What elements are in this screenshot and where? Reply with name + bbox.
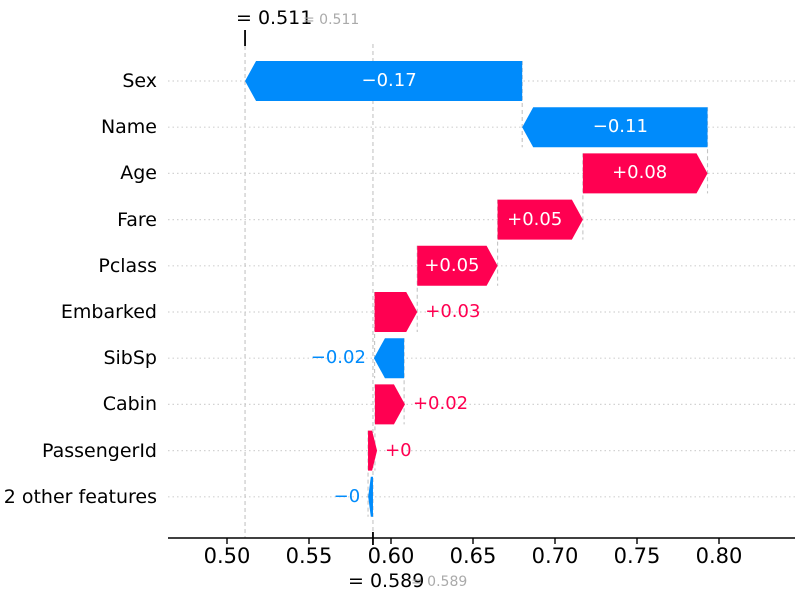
bar-value-age: +0.08 — [612, 162, 668, 184]
x-tick-label-0-75: 0.75 — [613, 544, 661, 568]
feature-label-cabin: Cabin — [102, 393, 157, 416]
base-value-label-gray: = 0.589 — [411, 574, 468, 590]
bar-sibsp — [373, 338, 405, 379]
x-tick-label-0-80: 0.80 — [695, 544, 743, 568]
bar-sex — [245, 61, 523, 101]
feature-label-sibsp: SibSp — [103, 347, 157, 370]
fx-value-label: = 0.511 — [236, 7, 313, 29]
feature-label-passengerid: PassengerId — [41, 439, 157, 462]
bar-pclass — [417, 245, 498, 286]
bar-value-2-other-features: −0 — [333, 485, 361, 507]
bar-value-pclass: +0.05 — [424, 254, 480, 276]
bar-value-sex: −0.17 — [361, 70, 417, 91]
feature-label-name: Name — [100, 116, 157, 139]
x-tick-label-0-50: 0.50 — [203, 544, 251, 568]
bar-2-other-features — [368, 476, 373, 517]
feature-label-fare: Fare — [117, 208, 157, 231]
bar-value-cabin: +0.02 — [412, 393, 469, 415]
bar-value-name: −0.11 — [592, 116, 648, 138]
feature-label-2-other-features: 2 other features — [3, 485, 157, 508]
bar-embarked — [374, 292, 418, 332]
bar-value-sibsp: −0.02 — [310, 347, 366, 369]
x-tick-label-0-70: 0.70 — [531, 544, 579, 568]
bar-value-embarked: +0.03 — [425, 301, 481, 322]
x-tick-label-0-65: 0.65 — [449, 544, 497, 568]
feature-label-age: Age — [120, 162, 157, 185]
bar-fare — [497, 199, 583, 240]
feature-label-pclass: Pclass — [98, 254, 157, 277]
bar-age — [582, 153, 708, 194]
feature-label-sex: Sex — [122, 70, 157, 92]
x-tick-label-0-60: 0.60 — [367, 544, 415, 568]
bar-passengerid — [368, 430, 378, 471]
bar-cabin — [374, 384, 405, 425]
feature-label-embarked: Embarked — [60, 301, 157, 323]
bar-name — [522, 107, 708, 148]
bar-value-fare: +0.05 — [507, 208, 563, 230]
x-tick-label-0-55: 0.55 — [285, 544, 333, 568]
fx-value-label-gray: = 0.511 — [303, 12, 360, 28]
base-value-label: = 0.589 — [348, 570, 425, 592]
bar-value-passengerid: +0 — [385, 439, 412, 461]
